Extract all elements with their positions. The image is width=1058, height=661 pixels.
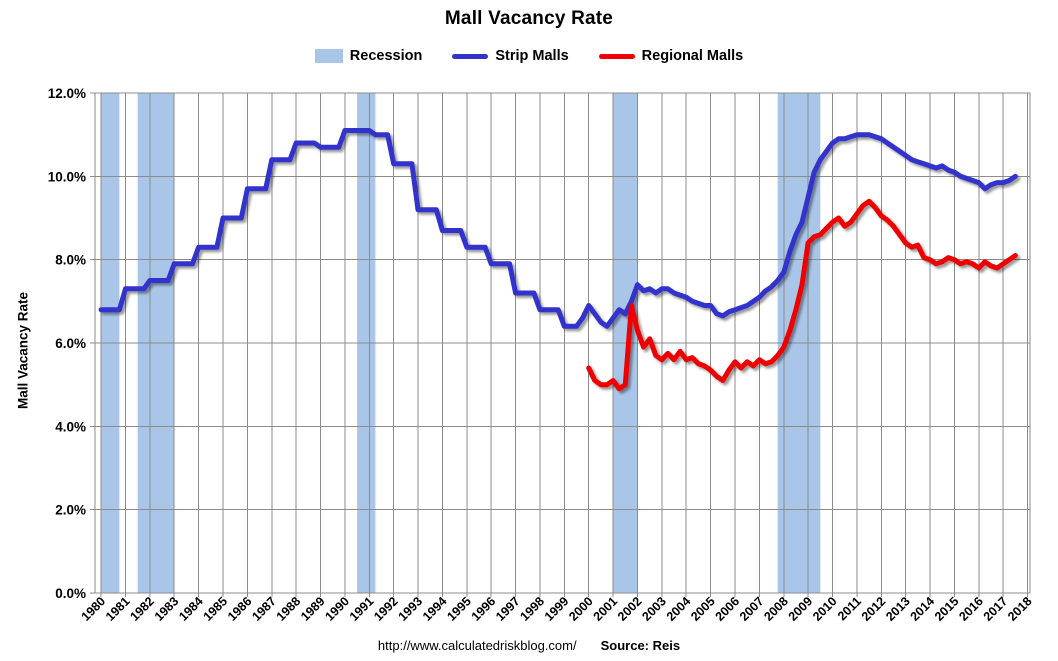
x-tick-label: 2017 — [981, 594, 1011, 624]
y-tick-label: 0.0% — [55, 586, 86, 601]
x-tick-label: 1997 — [493, 594, 523, 624]
x-tick-label: 1992 — [371, 594, 401, 624]
x-tick-label: 2003 — [639, 594, 669, 624]
legend-item-recession: Recession — [314, 48, 423, 64]
x-tick-label: 1987 — [249, 594, 279, 624]
y-tick-label: 6.0% — [55, 336, 86, 351]
legend-label-strip-malls: Strip Malls — [495, 48, 569, 64]
x-tick-label: 2007 — [737, 594, 767, 624]
x-tick-label: 2008 — [761, 594, 791, 624]
x-tick-label: 2010 — [810, 594, 840, 624]
legend-item-strip-malls: Strip Malls — [452, 48, 569, 64]
x-tick-label: 1985 — [201, 594, 231, 624]
x-tick-label: 1981 — [103, 594, 133, 624]
y-tick-label: 2.0% — [55, 503, 86, 518]
gridlines — [95, 92, 1030, 593]
series-line-regional-malls — [586, 198, 1018, 392]
chart-footer: http://www.calculatedriskblog.com/ Sourc… — [0, 638, 1058, 653]
x-tick-label: 1995 — [444, 594, 474, 624]
x-tick-label: 1994 — [420, 594, 450, 624]
x-tick-label: 2011 — [835, 594, 864, 623]
recession-swatch-icon — [314, 49, 343, 63]
x-tick-label: 1991 — [347, 594, 377, 624]
x-tick-label: 1998 — [518, 594, 548, 624]
legend-label-regional-malls: Regional Malls — [641, 48, 744, 64]
x-tick-label: 2005 — [688, 594, 718, 624]
x-tick-label: 1986 — [225, 594, 255, 624]
strip-malls-line-swatch-icon — [452, 53, 489, 59]
x-tick-label: 2013 — [883, 594, 913, 624]
x-tick-label: 2006 — [713, 594, 743, 624]
x-tick-label: 1984 — [176, 594, 206, 624]
x-tick-label: 2012 — [859, 594, 889, 624]
y-tick-label: 4.0% — [55, 419, 86, 434]
source-credit: Source: Reis — [600, 638, 681, 653]
y-tick-label: 8.0% — [55, 253, 86, 268]
chart-title: Mall Vacancy Rate — [444, 8, 614, 29]
x-tick-label: 2015 — [932, 594, 962, 624]
axes — [90, 92, 1031, 597]
x-tick-label: 1999 — [542, 594, 572, 624]
source-url: http://www.calculatedriskblog.com/ — [377, 638, 577, 653]
x-tick-label: 1988 — [274, 594, 304, 624]
x-tick-label: 2000 — [566, 594, 596, 624]
x-tick-label: 1982 — [127, 594, 157, 624]
series-line-strip-malls — [98, 128, 1018, 329]
x-tick-label: 2009 — [786, 594, 816, 624]
legend: Recession Strip Malls Regional Malls — [0, 48, 1058, 64]
x-tick-label: 1989 — [298, 594, 328, 624]
x-tick-label: 2004 — [664, 594, 694, 624]
x-tick-label: 1993 — [396, 594, 426, 624]
x-tick-label: 2001 — [591, 594, 621, 624]
x-tick-label: 1983 — [152, 594, 182, 624]
axis-tick-labels: 0.0%2.0%4.0%6.0%8.0%10.0%12.0%1980198119… — [48, 86, 1035, 624]
x-tick-label: 2002 — [615, 594, 645, 624]
data-series — [98, 128, 1018, 392]
x-tick-label: 2018 — [1005, 594, 1035, 624]
regional-malls-line-swatch-icon — [598, 53, 635, 59]
x-tick-label: 1990 — [322, 594, 352, 624]
x-tick-label: 2014 — [908, 594, 938, 624]
x-tick-label: 1996 — [469, 594, 499, 624]
legend-item-regional-malls: Regional Malls — [598, 48, 744, 64]
y-tick-label: 10.0% — [48, 169, 86, 184]
legend-label-recession: Recession — [349, 48, 423, 64]
x-tick-label: 2016 — [956, 594, 986, 624]
y-tick-label: 12.0% — [48, 86, 86, 101]
